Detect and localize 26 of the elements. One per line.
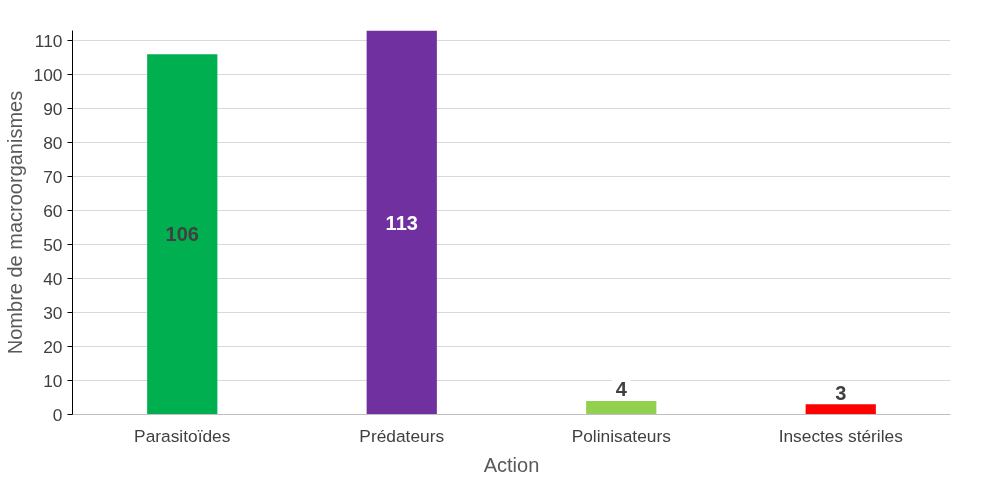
data-label: 106 [165,223,199,246]
y-tick-label: 60 [43,200,63,221]
y-tick-label: 90 [43,98,63,119]
y-tick-label: 30 [43,302,63,323]
y-tick-label: 40 [43,268,63,289]
x-axis-title: Action [483,453,540,476]
y-tick-label: 50 [43,234,63,255]
y-tick-label: 100 [33,64,63,85]
bar [586,400,657,415]
y-axis-title: Nombre de macroorganismes [3,90,26,355]
bar [147,54,218,415]
y-tick-label: 0 [52,404,63,425]
x-tick-label: Insectes stériles [778,425,904,446]
x-tick-label: Prédateurs [359,425,445,446]
y-tick-label: 110 [34,30,63,51]
bar [805,404,876,415]
y-tick-label: 70 [43,166,63,187]
data-label: 4 [615,378,628,401]
data-label: 3 [835,381,847,404]
x-tick-label: Polinisateurs [571,425,672,446]
y-tick-label: 80 [43,132,63,153]
x-tick-label: Parasitoïdes [134,425,231,446]
data-label: 113 [385,211,418,234]
y-tick-label: 20 [43,336,63,357]
y-tick-label: 10 [43,370,63,391]
bar [366,30,437,415]
